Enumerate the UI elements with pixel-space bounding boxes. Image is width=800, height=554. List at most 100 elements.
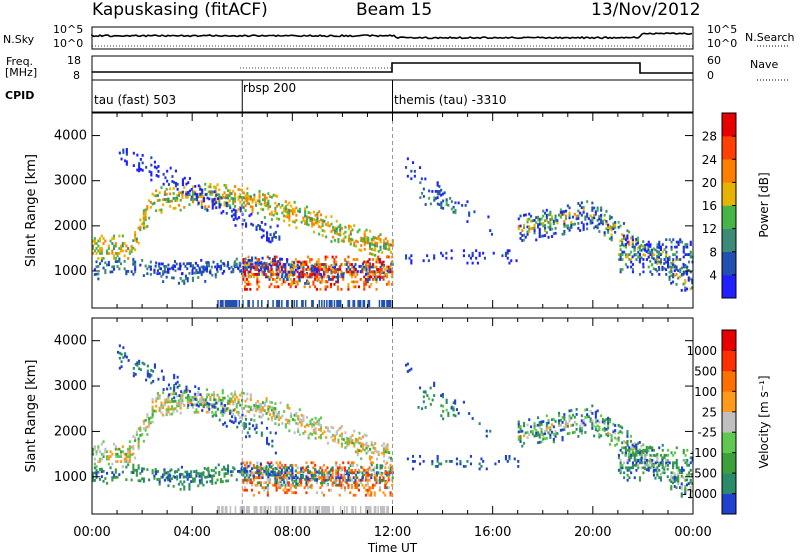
velocity-cell bbox=[354, 481, 357, 485]
power-cell bbox=[121, 234, 124, 238]
power-cell bbox=[591, 206, 594, 210]
power-cell bbox=[347, 268, 350, 271]
power-cell bbox=[99, 249, 102, 253]
power-cell bbox=[238, 300, 240, 307]
velocity-cell bbox=[649, 461, 652, 465]
power-cell bbox=[343, 258, 346, 261]
power-cell bbox=[247, 255, 250, 259]
velocity-cell bbox=[205, 410, 208, 414]
power-cell bbox=[384, 273, 387, 276]
power-cell bbox=[332, 235, 335, 239]
velocity-cell bbox=[668, 478, 671, 482]
velocity-cell bbox=[295, 477, 298, 481]
velocity-cell bbox=[225, 472, 228, 475]
velocity-cell bbox=[277, 463, 280, 467]
velocity-cell bbox=[612, 422, 615, 426]
velocity-cell bbox=[686, 483, 689, 487]
power-cell bbox=[234, 195, 237, 198]
velocity-cell bbox=[689, 456, 692, 460]
power-cell bbox=[312, 210, 315, 214]
power-cell bbox=[308, 273, 311, 276]
power-cell bbox=[684, 243, 687, 246]
power-cell bbox=[302, 216, 305, 220]
velocity-cell bbox=[353, 481, 356, 484]
power-cell bbox=[333, 229, 336, 232]
velocity-cell bbox=[245, 418, 248, 421]
velocity-cell bbox=[559, 418, 562, 422]
velocity-cell bbox=[252, 478, 255, 482]
velocity-cell bbox=[633, 453, 636, 457]
power-cell bbox=[674, 253, 677, 256]
velocity-cell bbox=[204, 475, 207, 479]
velocity-cell bbox=[314, 416, 317, 420]
power-cell bbox=[387, 270, 390, 274]
velocity-cell bbox=[218, 470, 221, 474]
power-cell bbox=[619, 248, 622, 251]
power-cell bbox=[348, 300, 351, 307]
velocity-cell bbox=[480, 465, 483, 468]
velocity-cell bbox=[305, 483, 308, 487]
power-cell bbox=[656, 259, 659, 263]
power-cell bbox=[406, 174, 409, 178]
power-cell bbox=[296, 282, 299, 286]
power-cell bbox=[225, 202, 228, 205]
velocity-cell bbox=[163, 401, 166, 404]
beam-label: Beam 15 bbox=[356, 0, 433, 20]
velocity-cell bbox=[226, 506, 228, 513]
velocity-cell bbox=[342, 476, 345, 480]
power-cell bbox=[280, 257, 283, 261]
velocity-cell bbox=[260, 403, 263, 406]
velocity-cell bbox=[373, 473, 376, 477]
velocity-cell bbox=[258, 471, 261, 475]
power-cell bbox=[230, 270, 233, 274]
power-cell bbox=[324, 263, 327, 266]
velocity-cell bbox=[148, 422, 151, 425]
velocity-cell bbox=[281, 478, 284, 481]
velocity-cell bbox=[513, 457, 516, 461]
velocity-cell bbox=[377, 481, 380, 485]
velocity-cell bbox=[248, 410, 251, 414]
velocity-cell bbox=[160, 401, 163, 405]
power-cell bbox=[304, 214, 307, 218]
velocity-cell bbox=[580, 429, 583, 433]
power-cell bbox=[319, 263, 322, 266]
velocity-cell bbox=[319, 466, 322, 470]
velocity-cell bbox=[255, 404, 258, 408]
velocity-cell bbox=[672, 453, 675, 457]
velocity-cell bbox=[517, 430, 520, 434]
power-cell bbox=[545, 231, 548, 235]
velocity-cell bbox=[647, 466, 650, 470]
velocity-cell bbox=[624, 453, 627, 457]
power-cell bbox=[643, 253, 646, 257]
velocity-cell bbox=[267, 468, 270, 471]
velocity-cell bbox=[152, 369, 155, 373]
power-cell bbox=[120, 249, 123, 253]
power-cell bbox=[193, 271, 196, 275]
velocity-cell bbox=[608, 420, 611, 424]
power-cell bbox=[542, 209, 545, 213]
power-cell bbox=[598, 230, 601, 233]
power-cell bbox=[241, 223, 244, 226]
velocity-cell bbox=[289, 469, 292, 472]
velocity-cell bbox=[156, 478, 159, 481]
power-cell bbox=[330, 215, 333, 218]
power-cell bbox=[200, 202, 203, 206]
power-cell bbox=[389, 265, 392, 269]
power-cell bbox=[111, 265, 114, 269]
velocity-cell bbox=[551, 423, 554, 427]
power-cell bbox=[186, 267, 189, 271]
velocity-cell bbox=[162, 473, 165, 477]
power-cell bbox=[169, 187, 172, 191]
power-cell bbox=[198, 268, 201, 272]
velocity-cell bbox=[234, 393, 237, 396]
velocity-cell bbox=[373, 476, 376, 480]
velocity-cell bbox=[265, 470, 268, 474]
power-cell bbox=[300, 263, 303, 266]
power-cell bbox=[256, 199, 259, 203]
power-cell bbox=[162, 270, 165, 273]
power-cell bbox=[528, 217, 531, 221]
velocity-cell bbox=[277, 476, 280, 480]
velocity-cell bbox=[230, 470, 233, 474]
xtick-label: 08:00 bbox=[274, 525, 311, 540]
power-cell bbox=[118, 260, 121, 263]
